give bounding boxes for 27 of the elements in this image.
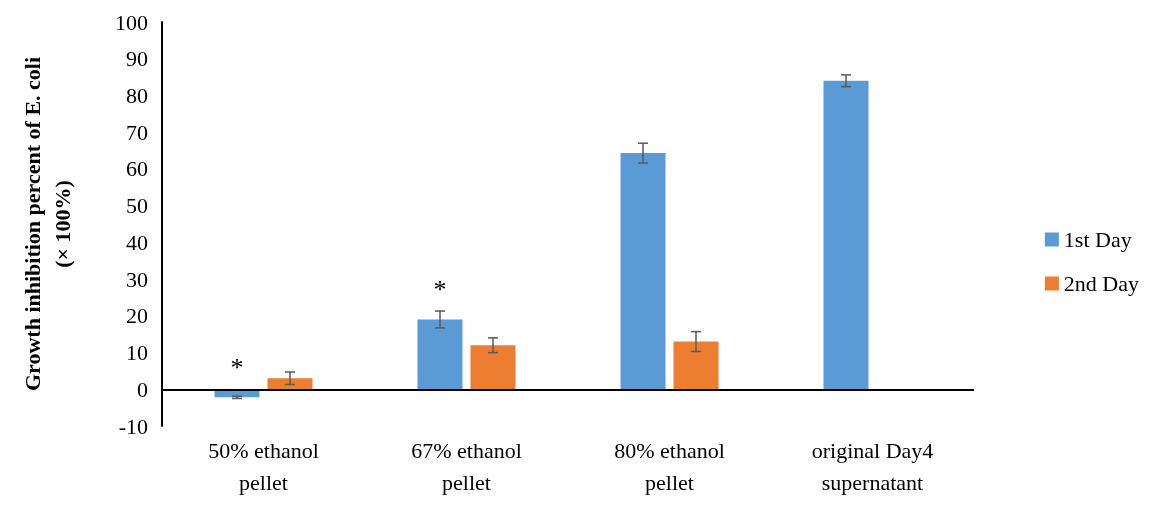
y-tick-label: 20 — [126, 303, 148, 329]
x-tick-label: original Day4 supernatant — [811, 437, 934, 495]
x-tick-label: 50% ethanol pellet — [208, 437, 319, 495]
annotation: * — [433, 274, 447, 304]
y-tick-label: 10 — [126, 340, 148, 366]
y-tick-label: 60 — [126, 156, 148, 182]
bar — [417, 319, 463, 390]
x-tick-label: 67% ethanol pellet — [411, 437, 522, 495]
y-tick-label: 0 — [137, 376, 148, 402]
bar — [470, 345, 516, 390]
legend-label: 2nd Day — [1063, 271, 1139, 296]
annotation: * — [230, 352, 244, 382]
y-tick-label: 30 — [126, 266, 148, 292]
y-tick-label: 80 — [126, 82, 148, 108]
y-tick-label: 90 — [126, 46, 148, 72]
y-tick-label: 40 — [126, 229, 148, 255]
y-axis-title: Growth inhibition percent of E. coli (× 100%) — [19, 56, 75, 392]
bar — [267, 378, 313, 390]
x-tick-label: 80% ethanol pellet — [614, 437, 725, 495]
bar — [823, 80, 869, 390]
bar — [620, 153, 666, 390]
y-tick-label: 100 — [115, 9, 148, 35]
legend-label: 1st Day — [1063, 227, 1132, 252]
bar — [673, 341, 719, 390]
y-tick-label: -10 — [118, 413, 148, 439]
y-tick-label: 50 — [126, 193, 148, 219]
y-tick-label: 70 — [126, 119, 148, 145]
